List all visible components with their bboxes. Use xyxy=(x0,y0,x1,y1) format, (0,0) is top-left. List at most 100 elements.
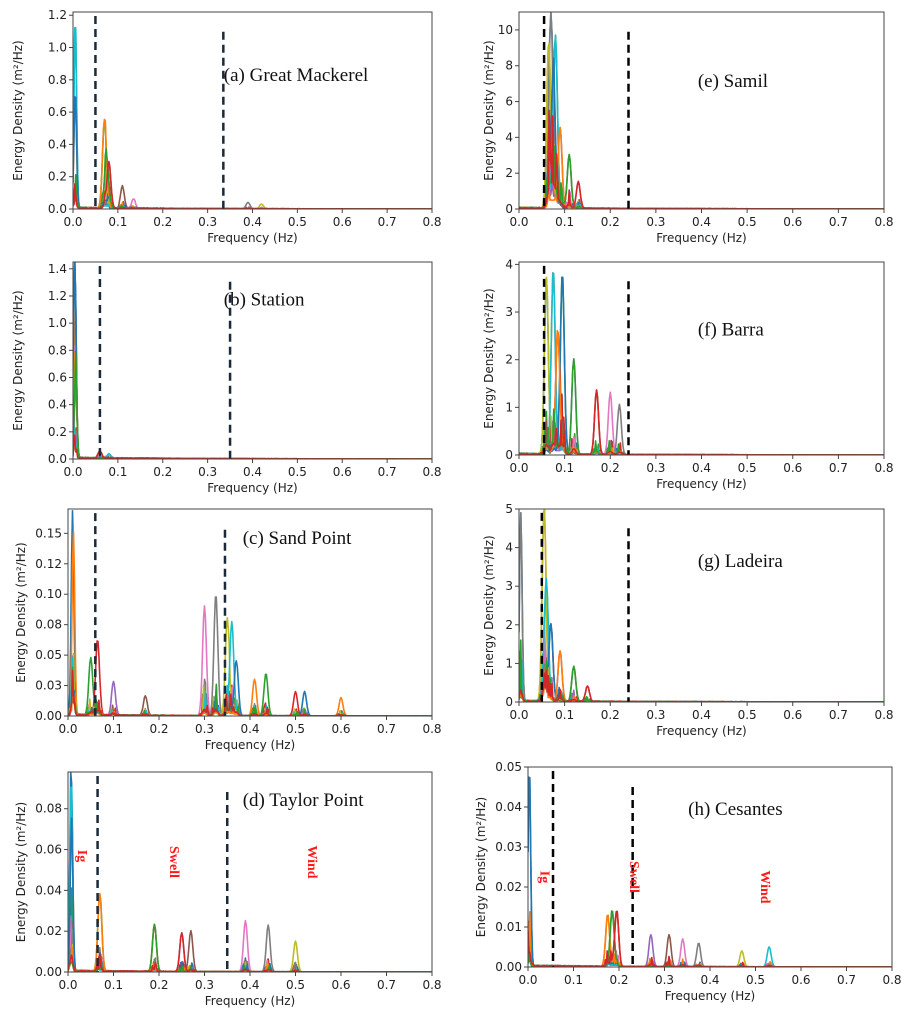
x-tick-label: 0.7 xyxy=(377,978,396,992)
y-axis-label: Energy Density (m²/Hz) xyxy=(14,542,28,683)
x-tick-label: 0.8 xyxy=(422,722,441,736)
subplot-b: 0.0 0.1 0.2 0.3 0.4 0.5 0.6 0.7 0.8 0.0 0.2 0.4 0.6 0… xyxy=(11,261,442,495)
spectrum-line xyxy=(528,949,892,967)
x-tick-label: 0.1 xyxy=(108,465,127,479)
series-group xyxy=(519,272,884,455)
y-tick-label: 0.8 xyxy=(48,73,67,87)
spectrum-line xyxy=(73,26,432,209)
spectrum-line xyxy=(68,666,432,716)
y-tick-label: 1.0 xyxy=(48,41,67,55)
spectrum-line xyxy=(68,786,432,972)
x-tick-label: 0.0 xyxy=(509,461,528,475)
spectrum-line xyxy=(73,180,432,209)
y-tick-label: 5 xyxy=(505,502,513,516)
band-label-ig: Ig xyxy=(74,850,89,862)
y-tick-label: 0.08 xyxy=(35,802,62,816)
y-tick-label: 1 xyxy=(505,656,513,670)
x-tick-label: 0.7 xyxy=(377,722,396,736)
x-tick-label: 0.8 xyxy=(874,461,893,475)
x-tick-label: 0.3 xyxy=(195,978,214,992)
x-axis-label: Frequency (Hz) xyxy=(656,477,747,491)
spectrum-line xyxy=(68,887,432,972)
x-tick-label: 0.1 xyxy=(555,708,574,722)
spectrum-line xyxy=(68,678,432,716)
y-axis-label: Energy Density (m²/Hz) xyxy=(482,40,496,181)
y-tick-label: 0.03 xyxy=(35,679,62,693)
spectrum-line xyxy=(73,384,432,459)
spectrum-line xyxy=(68,605,432,716)
spectrum-line xyxy=(519,135,884,209)
subplot-e: 0.0 0.1 0.2 0.3 0.4 0.5 0.6 0.7 0.8 0 2 4 6 8 10 Freque… xyxy=(482,11,894,245)
x-tick-label: 0.2 xyxy=(601,215,620,229)
x-tick-label: 0.5 xyxy=(288,465,307,479)
panel-title: (a) Great Mackerel xyxy=(224,65,369,86)
spectrum-line xyxy=(68,818,432,972)
y-tick-label: 0.03 xyxy=(495,840,522,854)
x-tick-label: 0.4 xyxy=(243,465,262,479)
panel-title: (h) Cesantes xyxy=(688,799,782,820)
spectrum-line xyxy=(68,596,432,716)
x-tick-label: 0.7 xyxy=(837,973,856,987)
y-tick-label: 0.6 xyxy=(48,370,67,384)
x-tick-label: 0.3 xyxy=(195,722,214,736)
band-label-ig: Ig xyxy=(537,871,552,883)
spectrum-line xyxy=(519,126,884,209)
x-tick-label: 0.5 xyxy=(738,215,757,229)
spectrum-line xyxy=(73,118,432,209)
spectrum-line xyxy=(68,817,432,972)
x-tick-label: 0.1 xyxy=(555,461,574,475)
x-tick-label: 0.3 xyxy=(198,465,217,479)
spectrum-line xyxy=(73,382,432,459)
x-tick-label: 0.2 xyxy=(153,465,172,479)
x-axis-label: Frequency (Hz) xyxy=(207,231,298,245)
spectrum-line xyxy=(73,147,432,209)
spectrum-line xyxy=(528,942,892,967)
subplot-d: 0.0 0.1 0.2 0.3 0.4 0.5 0.6 0.7 0.8 0.00 0.02 0.04 0… xyxy=(14,771,442,1008)
y-tick-label: 0 xyxy=(505,202,513,216)
x-tick-label: 0.6 xyxy=(331,722,350,736)
spectrum-line xyxy=(73,345,432,459)
panel-title: (c) Sand Point xyxy=(243,528,352,549)
x-tick-label: 0.7 xyxy=(378,215,397,229)
x-tick-label: 0.7 xyxy=(829,215,848,229)
y-tick-label: 2 xyxy=(505,618,513,632)
axes-frame xyxy=(527,766,893,968)
x-tick-label: 0.0 xyxy=(509,708,528,722)
y-tick-label: 0.0 xyxy=(48,452,67,466)
x-tick-label: 0.8 xyxy=(422,215,441,229)
spectrum-line xyxy=(519,614,884,702)
subplot-a: 0.0 0.1 0.2 0.3 0.4 0.5 0.6 0.7 0.8 0.0 0.2 0.4 0.6 0… xyxy=(11,8,442,245)
spectrum-line xyxy=(528,910,892,967)
x-tick-label: 0.4 xyxy=(240,722,259,736)
y-axis-label: Energy Density (m²/Hz) xyxy=(11,290,25,431)
spectrum-line xyxy=(528,911,892,967)
spectrum-line xyxy=(73,427,432,459)
spectrum-line xyxy=(68,530,432,716)
y-tick-label: 0.01 xyxy=(495,920,522,934)
spectrum-line xyxy=(68,655,432,716)
x-axis-label: Frequency (Hz) xyxy=(656,231,747,245)
spectrum-line xyxy=(73,443,432,459)
spectrum-line xyxy=(528,920,892,967)
spectrum-line xyxy=(519,582,884,702)
spectrum-line xyxy=(528,910,892,967)
y-tick-label: 0.05 xyxy=(35,648,62,662)
spectrum-line xyxy=(528,910,892,967)
y-tick-label: 0.10 xyxy=(35,587,62,601)
x-tick-label: 0.2 xyxy=(601,708,620,722)
spectrum-line xyxy=(73,171,432,209)
spectrum-line xyxy=(519,511,884,702)
y-tick-label: 3 xyxy=(505,305,513,319)
y-tick-label: 1.2 xyxy=(48,289,67,303)
x-tick-label: 0.0 xyxy=(509,215,528,229)
spectrum-line xyxy=(519,35,884,209)
panel-title: (b) Station xyxy=(224,289,305,310)
y-tick-label: 0.4 xyxy=(48,398,67,412)
y-tick-label: 0.4 xyxy=(48,137,67,151)
axes-frame xyxy=(518,11,885,210)
y-tick-label: 0.2 xyxy=(48,170,67,184)
y-tick-label: 1.2 xyxy=(48,8,67,22)
y-tick-label: 0.00 xyxy=(35,709,62,723)
x-tick-label: 0.4 xyxy=(243,215,262,229)
